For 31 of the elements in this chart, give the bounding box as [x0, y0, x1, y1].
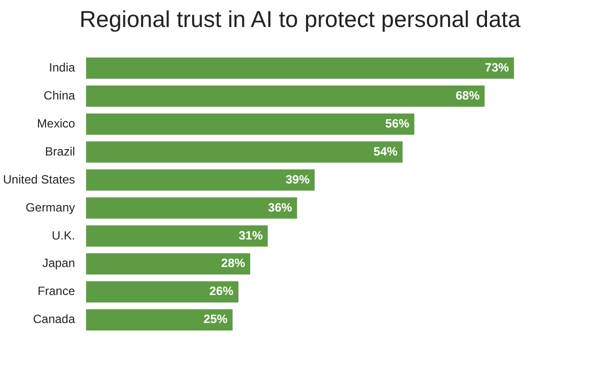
bar	[86, 141, 403, 163]
data-label: 73%	[484, 60, 510, 74]
y-tick-label: U.K.	[52, 228, 76, 242]
y-tick-label: France	[38, 284, 76, 298]
y-tick-label: Mexico	[37, 116, 76, 130]
bar	[86, 86, 485, 107]
bar	[86, 225, 268, 247]
data-label: 39%	[286, 172, 310, 186]
bar	[86, 197, 298, 219]
data-label: 68%	[456, 88, 480, 102]
y-tick-label: Germany	[26, 200, 76, 214]
bar	[86, 169, 315, 191]
data-label: 25%	[204, 312, 228, 326]
y-tick-label: China	[44, 88, 76, 102]
data-label: 31%	[238, 228, 264, 242]
bar	[86, 309, 233, 330]
bar	[86, 113, 414, 135]
bar	[86, 58, 514, 79]
y-tick-label: Brazil	[45, 144, 76, 158]
y-tick-label: United States	[2, 172, 76, 186]
data-label: 28%	[221, 256, 246, 270]
data-label: 54%	[374, 144, 398, 158]
data-label: 56%	[385, 116, 410, 130]
bar	[86, 281, 238, 302]
data-label: 26%	[209, 284, 234, 298]
y-tick-label: Canada	[32, 312, 76, 326]
y-tick-label: Japan	[42, 256, 76, 270]
y-tick-label: India	[49, 60, 76, 74]
chart-title: Regional trust in AI to protect personal data	[78, 6, 522, 33]
data-label: 36%	[268, 200, 292, 214]
bar	[86, 253, 250, 275]
